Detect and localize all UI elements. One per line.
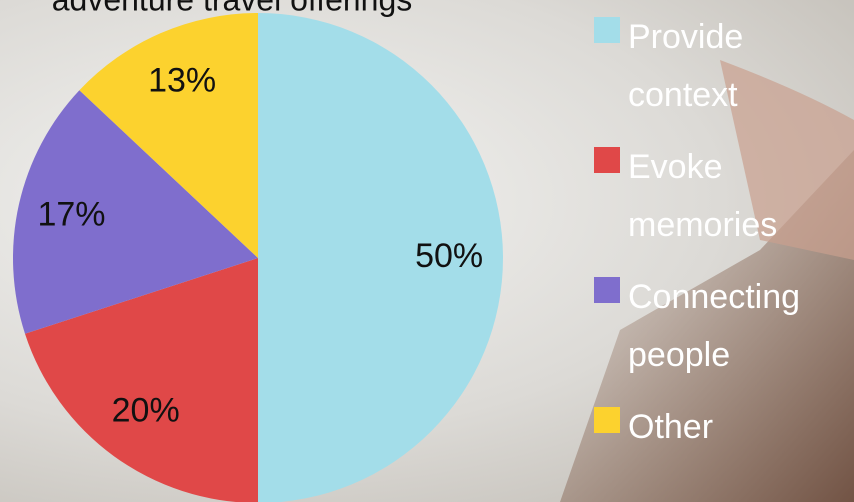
- legend-swatch: [594, 407, 620, 433]
- legend-item: Evoke memories: [594, 138, 834, 254]
- legend-label: Connecting people: [628, 268, 833, 384]
- legend-label: Other: [628, 398, 833, 456]
- legend-label: Evoke memories: [628, 138, 833, 254]
- legend: Provide context Evoke memories Connecting …: [594, 8, 834, 470]
- data-label: 13%: [148, 62, 216, 100]
- data-label: 50%: [415, 237, 483, 275]
- legend-swatch: [594, 147, 620, 173]
- legend-label: Provide context: [628, 8, 833, 124]
- legend-item: Connecting people: [594, 268, 834, 384]
- legend-item: Other: [594, 398, 834, 456]
- data-label: 17%: [37, 195, 105, 233]
- slide: adventure travel offerings 50%20%17%13% …: [0, 0, 854, 502]
- data-label: 20%: [112, 392, 180, 430]
- legend-swatch: [594, 277, 620, 303]
- legend-item: Provide context: [594, 8, 834, 124]
- legend-swatch: [594, 17, 620, 43]
